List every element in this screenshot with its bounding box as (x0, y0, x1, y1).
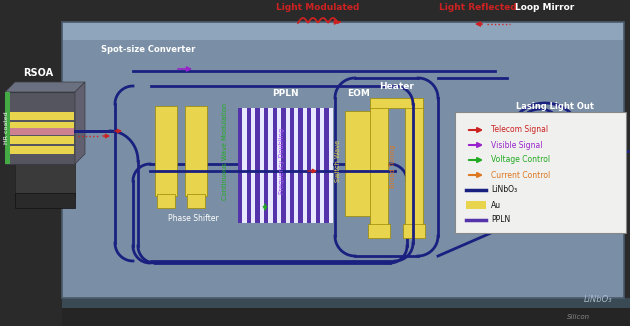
FancyBboxPatch shape (7, 136, 74, 144)
FancyBboxPatch shape (303, 108, 307, 223)
Text: Spot-size Converter: Spot-size Converter (101, 45, 195, 54)
FancyBboxPatch shape (368, 224, 390, 238)
FancyBboxPatch shape (311, 108, 316, 223)
Text: Heater: Heater (379, 82, 415, 91)
FancyBboxPatch shape (405, 106, 423, 226)
Text: Light Modulated: Light Modulated (277, 3, 360, 12)
FancyBboxPatch shape (5, 92, 75, 164)
Text: Broad Tuning: Broad Tuning (390, 144, 396, 188)
Text: HR coated: HR coated (4, 112, 9, 144)
Text: Phase Shifter: Phase Shifter (168, 214, 219, 223)
FancyBboxPatch shape (238, 108, 243, 223)
FancyBboxPatch shape (187, 194, 205, 208)
FancyBboxPatch shape (307, 108, 311, 223)
FancyBboxPatch shape (15, 161, 75, 196)
Text: Visible Signal: Visible Signal (491, 141, 542, 150)
Polygon shape (5, 82, 85, 92)
FancyBboxPatch shape (455, 112, 626, 233)
FancyBboxPatch shape (62, 40, 624, 298)
Text: Lasing Light Out: Lasing Light Out (516, 102, 594, 111)
FancyBboxPatch shape (62, 22, 624, 40)
Text: Telecom Signal: Telecom Signal (491, 126, 548, 135)
Text: LiNbO₃: LiNbO₃ (583, 295, 612, 304)
Text: Voltage Control: Voltage Control (491, 156, 550, 165)
Text: Frequency Doubling: Frequency Doubling (279, 128, 285, 194)
FancyBboxPatch shape (281, 108, 285, 223)
FancyBboxPatch shape (466, 201, 486, 209)
FancyBboxPatch shape (7, 112, 74, 120)
Text: Switch Wave: Switch Wave (335, 140, 341, 182)
FancyBboxPatch shape (7, 146, 74, 154)
Text: EOM: EOM (348, 89, 370, 98)
FancyBboxPatch shape (268, 108, 273, 223)
Text: RSOA: RSOA (23, 68, 53, 78)
FancyBboxPatch shape (255, 108, 260, 223)
FancyBboxPatch shape (260, 108, 264, 223)
FancyBboxPatch shape (277, 108, 281, 223)
FancyBboxPatch shape (329, 108, 333, 223)
FancyBboxPatch shape (157, 194, 175, 208)
FancyBboxPatch shape (185, 106, 207, 196)
Text: Au: Au (491, 200, 501, 210)
FancyBboxPatch shape (7, 128, 74, 135)
FancyBboxPatch shape (62, 308, 630, 326)
FancyBboxPatch shape (273, 108, 277, 223)
Text: Light Reflected: Light Reflected (439, 3, 517, 12)
FancyBboxPatch shape (403, 224, 425, 238)
FancyBboxPatch shape (370, 98, 423, 108)
Text: LiNbO₃: LiNbO₃ (491, 185, 517, 195)
FancyBboxPatch shape (7, 122, 74, 130)
FancyBboxPatch shape (345, 111, 373, 216)
FancyBboxPatch shape (299, 108, 303, 223)
FancyBboxPatch shape (251, 108, 255, 223)
Text: Current Control: Current Control (491, 170, 550, 180)
FancyBboxPatch shape (62, 298, 630, 308)
FancyBboxPatch shape (370, 106, 388, 226)
FancyBboxPatch shape (285, 108, 290, 223)
Text: Silicon: Silicon (567, 314, 590, 320)
Text: Loop Mirror: Loop Mirror (515, 3, 575, 12)
FancyBboxPatch shape (324, 108, 329, 223)
FancyBboxPatch shape (15, 193, 75, 208)
FancyBboxPatch shape (294, 108, 299, 223)
Polygon shape (75, 82, 85, 164)
FancyBboxPatch shape (246, 108, 251, 223)
Text: PPLN: PPLN (491, 215, 510, 225)
FancyBboxPatch shape (316, 108, 320, 223)
FancyBboxPatch shape (290, 108, 294, 223)
Text: Continuous Wave Modulation: Continuous Wave Modulation (222, 102, 228, 200)
FancyBboxPatch shape (264, 108, 268, 223)
FancyBboxPatch shape (155, 106, 177, 196)
Text: PPLN: PPLN (272, 89, 299, 98)
FancyBboxPatch shape (243, 108, 246, 223)
FancyBboxPatch shape (5, 92, 10, 164)
FancyBboxPatch shape (320, 108, 324, 223)
